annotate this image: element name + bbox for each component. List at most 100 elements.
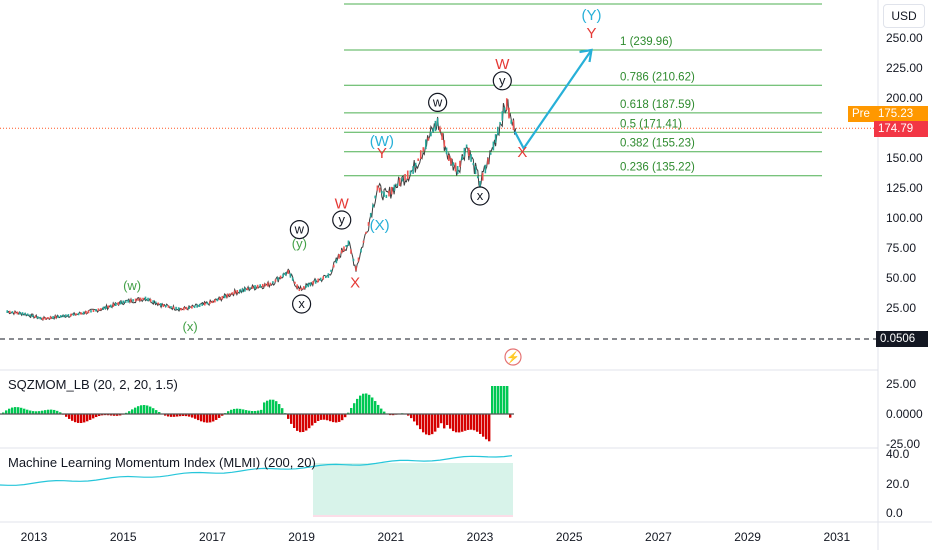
price-candle — [124, 300, 127, 303]
sqz-histogram-bar — [248, 410, 251, 415]
price-candle — [447, 155, 450, 161]
sqzmom-title[interactable]: SQZMOM_LB (20, 2, 20, 1.5) — [8, 377, 178, 392]
price-candle — [147, 297, 149, 302]
sqz-histogram-bar — [20, 407, 23, 415]
price-candle — [105, 306, 107, 310]
sqz-histogram-bar — [335, 414, 338, 423]
sqz-histogram-bar — [98, 414, 101, 416]
wave-label-circle — [492, 71, 512, 91]
price-candle — [170, 306, 172, 309]
sqz-histogram-bar — [251, 411, 254, 415]
sqz-histogram-bar — [188, 414, 191, 417]
flash-marker — [504, 348, 522, 366]
sqz-histogram-bar — [410, 414, 413, 419]
sqz-histogram-bar — [50, 409, 53, 415]
sqz-histogram-bar — [239, 408, 242, 415]
price-candle — [441, 132, 443, 140]
price-candle — [445, 147, 448, 155]
price-candle — [479, 180, 481, 188]
sqz-histogram-bar — [380, 408, 383, 415]
price-candle — [221, 295, 224, 300]
sqz-histogram-bar — [215, 414, 218, 420]
sqz-histogram-bar — [227, 411, 230, 415]
sqz-histogram-bar — [332, 414, 335, 423]
price-candle — [340, 249, 343, 254]
sqz-histogram-bar — [140, 405, 143, 415]
price-candle — [432, 127, 434, 133]
price-candle — [372, 204, 374, 208]
sqz-histogram-bar — [164, 414, 167, 416]
sqz-histogram-bar — [14, 407, 17, 415]
sqz-histogram-bar — [116, 414, 119, 416]
price-candle — [251, 286, 254, 289]
price-candle — [137, 298, 139, 301]
price-candle — [365, 231, 367, 234]
price-candle — [296, 284, 298, 289]
sqz-histogram-bar — [464, 414, 467, 431]
price-candle — [132, 299, 134, 302]
price-candle — [319, 277, 322, 281]
sqz-histogram-bar — [245, 410, 248, 415]
sqz-histogram-bar — [131, 409, 134, 415]
last-price-tag: 174.79 — [874, 121, 928, 137]
sqz-histogram-bar — [110, 414, 113, 416]
price-candle — [112, 303, 115, 307]
wave-label-circle — [292, 294, 312, 314]
sqz-histogram-bar — [314, 414, 317, 423]
sqz-histogram-bar — [74, 414, 77, 423]
price-candle — [119, 301, 122, 305]
price-candle — [185, 306, 188, 310]
sqz-histogram-bar — [296, 414, 299, 431]
sqz-histogram-bar — [470, 414, 473, 430]
wave-label: (y) — [292, 236, 307, 251]
sqz-histogram-bar — [17, 407, 20, 415]
wave-label-circle — [289, 220, 309, 240]
sqz-histogram-bar — [137, 406, 140, 415]
price-candle — [139, 297, 142, 301]
price-candle — [512, 120, 515, 130]
sqz-histogram-bar — [356, 398, 359, 415]
sqz-histogram-bar — [254, 410, 257, 415]
sqz-histogram-bar — [419, 414, 422, 430]
price-candle — [412, 166, 414, 174]
pre-price-tag: 175.23 — [874, 106, 928, 122]
mlmi-title[interactable]: Machine Learning Momentum Index (MLMI) (… — [8, 455, 316, 470]
price-candle — [206, 302, 209, 305]
price-candle — [54, 315, 57, 319]
sqz-histogram-bar — [305, 414, 308, 431]
price-candle — [347, 240, 350, 246]
sqz-histogram-bar — [68, 414, 71, 419]
price-candle — [414, 162, 417, 167]
price-candle — [385, 194, 388, 198]
sqz-histogram-bar — [428, 414, 431, 436]
sqz-histogram-bar — [212, 414, 215, 422]
price-candle — [393, 184, 396, 191]
price-candle — [284, 272, 287, 276]
price-candle — [238, 289, 241, 293]
flash-marker-icon: ⚡ — [506, 351, 520, 364]
sqz-histogram-bar — [23, 408, 26, 415]
sqz-histogram-bar — [5, 410, 8, 415]
price-candle — [211, 300, 214, 304]
price-candle — [264, 283, 267, 287]
price-axis-tick: 100.00 — [886, 211, 923, 225]
sqz-histogram-bar — [443, 414, 446, 429]
wave-label: X — [517, 144, 527, 161]
sqz-histogram-bar — [29, 410, 32, 415]
sqz-histogram-bar — [458, 414, 461, 433]
sqz-histogram-bar — [449, 414, 452, 429]
time-axis-tick: 2027 — [645, 530, 672, 544]
price-candle — [381, 190, 383, 194]
currency-selector[interactable]: USD — [883, 4, 925, 28]
sqz-histogram-bar — [257, 410, 260, 415]
sqz-histogram-bar — [476, 414, 479, 432]
time-axis-tick: 2031 — [823, 530, 850, 544]
price-candle — [481, 172, 484, 181]
price-candle — [100, 308, 102, 311]
sqz-histogram-bar — [158, 412, 161, 415]
price-candle — [102, 306, 105, 310]
price-candle — [439, 126, 441, 132]
sqz-histogram-bar — [320, 414, 323, 420]
price-candle — [327, 273, 330, 278]
